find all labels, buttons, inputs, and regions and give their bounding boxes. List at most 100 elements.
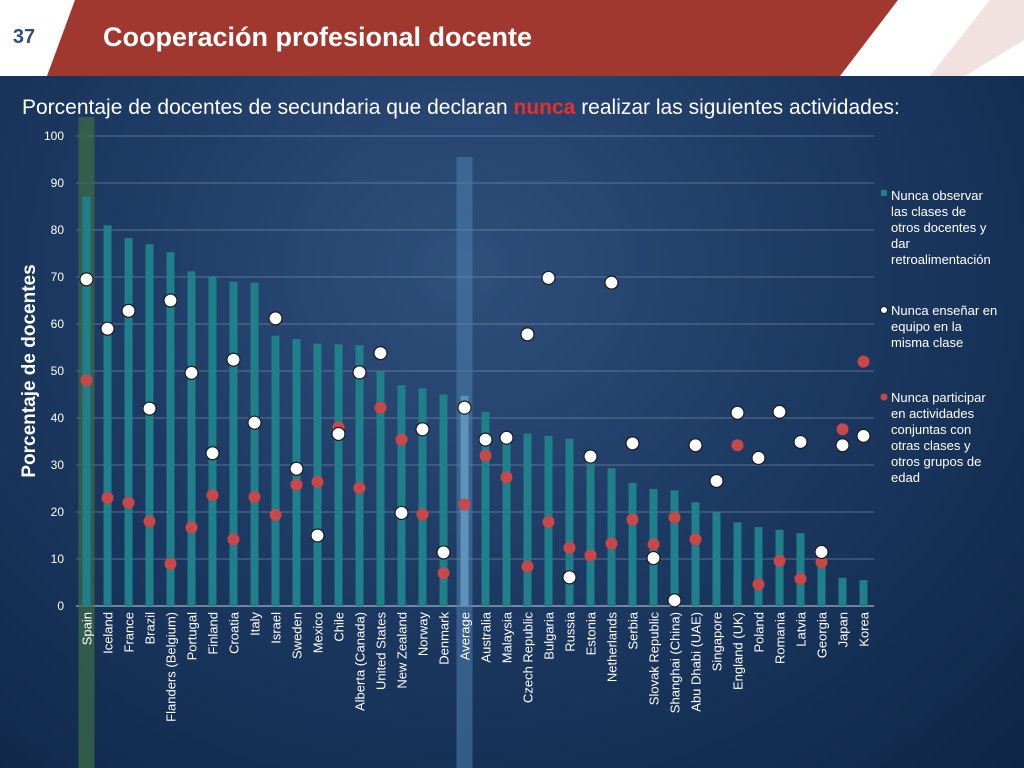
x-category-label: England (UK) xyxy=(731,612,746,690)
bar xyxy=(334,344,343,606)
marker-team-teaching xyxy=(394,505,409,521)
marker-team-teaching xyxy=(457,400,472,415)
bar xyxy=(628,482,637,606)
marker-team-teaching xyxy=(79,272,94,287)
marker-joint-activities xyxy=(605,537,618,550)
marker-joint-activities xyxy=(647,538,660,551)
bar xyxy=(397,385,406,606)
y-tick-label: 30 xyxy=(51,458,65,472)
marker-joint-activities xyxy=(794,572,807,585)
y-tick-label: 90 xyxy=(51,176,65,190)
marker-joint-activities xyxy=(101,491,114,504)
y-tick-label: 60 xyxy=(51,317,65,331)
bar xyxy=(187,271,196,606)
bar xyxy=(607,468,616,606)
marker-team-teaching xyxy=(604,275,619,290)
x-category-label: Croatia xyxy=(227,611,242,654)
y-tick-label: 50 xyxy=(51,364,65,378)
y-tick-label: 100 xyxy=(44,129,64,143)
marker-team-teaching xyxy=(541,270,556,286)
x-category-label: Japan xyxy=(836,612,851,647)
legend-entry-2: Nunca enseñar en equipo en la misma clase xyxy=(891,303,997,350)
marker-team-teaching xyxy=(331,426,346,442)
marker-joint-activities xyxy=(143,515,156,528)
marker-joint-activities xyxy=(479,449,492,462)
y-axis-label: Porcentaje de docentes xyxy=(19,264,40,477)
bar xyxy=(250,282,259,606)
x-category-label: Shanghai (China) xyxy=(668,612,683,713)
marker-team-teaching xyxy=(352,365,367,380)
x-category-label: New Zealand xyxy=(395,612,410,689)
x-category-label: Chile xyxy=(332,612,347,642)
marker-team-teaching xyxy=(226,352,241,367)
marker-team-teaching xyxy=(772,404,787,419)
marker-joint-activities xyxy=(458,498,471,511)
bar xyxy=(796,533,805,606)
x-category-label: Israel xyxy=(269,612,284,644)
bar xyxy=(712,512,721,606)
bar xyxy=(208,276,217,606)
marker-team-teaching xyxy=(289,461,304,476)
marker-joint-activities xyxy=(164,557,177,570)
y-tick-label: 70 xyxy=(51,270,65,284)
marker-team-teaching xyxy=(520,327,535,342)
marker-team-teaching xyxy=(583,449,598,464)
marker-team-teaching xyxy=(688,438,703,453)
x-category-label: Russia xyxy=(563,611,578,652)
page-title: Cooperación profesional docente xyxy=(103,22,533,52)
x-category-label: Brazil xyxy=(143,612,158,645)
marker-team-teaching xyxy=(121,303,136,318)
x-category-label: Malaysia xyxy=(500,611,515,663)
marker-joint-activities xyxy=(815,556,828,569)
marker-team-teaching xyxy=(247,415,262,430)
bar xyxy=(145,244,154,606)
x-category-label: Estonia xyxy=(584,611,599,655)
legend-swatch-white-marker xyxy=(880,306,888,314)
legend-swatch-red-marker xyxy=(880,393,888,401)
x-category-label: Australia xyxy=(479,611,494,662)
marker-team-teaching xyxy=(205,446,220,461)
marker-team-teaching xyxy=(856,428,871,443)
x-category-label: Slovak Republic xyxy=(647,612,662,706)
marker-team-teaching xyxy=(667,593,682,608)
marker-team-teaching xyxy=(163,293,178,308)
marker-joint-activities xyxy=(269,508,282,521)
marker-joint-activities xyxy=(563,541,576,554)
bar xyxy=(565,438,574,606)
marker-team-teaching xyxy=(415,422,430,437)
marker-joint-activities xyxy=(227,533,240,546)
marker-joint-activities xyxy=(206,489,219,502)
marker-joint-activities xyxy=(311,475,324,488)
marker-team-teaching xyxy=(562,570,577,585)
y-tick-label: 20 xyxy=(51,505,65,519)
x-category-label: Poland xyxy=(752,612,767,652)
bar xyxy=(775,529,784,606)
marker-team-teaching xyxy=(436,545,451,560)
bar xyxy=(124,237,133,607)
bar xyxy=(586,461,595,606)
legend-entry-3: Nunca participar en actividades conjuntas … xyxy=(891,390,986,485)
marker-team-teaching xyxy=(625,436,640,451)
marker-joint-activities xyxy=(248,490,261,503)
marker-joint-activities xyxy=(374,401,387,414)
marker-joint-activities xyxy=(395,433,408,446)
bar xyxy=(523,433,532,606)
y-tick-label: 0 xyxy=(57,599,64,613)
marker-team-teaching xyxy=(646,550,661,566)
bar xyxy=(670,490,679,606)
marker-joint-activities xyxy=(500,471,513,484)
marker-team-teaching xyxy=(373,346,388,361)
marker-joint-activities xyxy=(185,521,198,534)
marker-joint-activities xyxy=(752,578,765,591)
marker-joint-activities xyxy=(773,554,786,567)
bar-series xyxy=(82,196,868,607)
x-category-label: Mexico xyxy=(311,612,326,653)
y-axis-ticks: 0 10 20 30 40 50 60 70 80 90 100 xyxy=(44,129,64,613)
marker-joint-activities xyxy=(668,511,681,524)
x-category-label: Flanders (Belgium) xyxy=(164,612,179,722)
marker-team-teaching xyxy=(499,430,514,445)
x-category-label: Finland xyxy=(206,612,221,655)
marker-team-teaching xyxy=(835,438,850,453)
x-category-label: Portugal xyxy=(185,612,200,661)
